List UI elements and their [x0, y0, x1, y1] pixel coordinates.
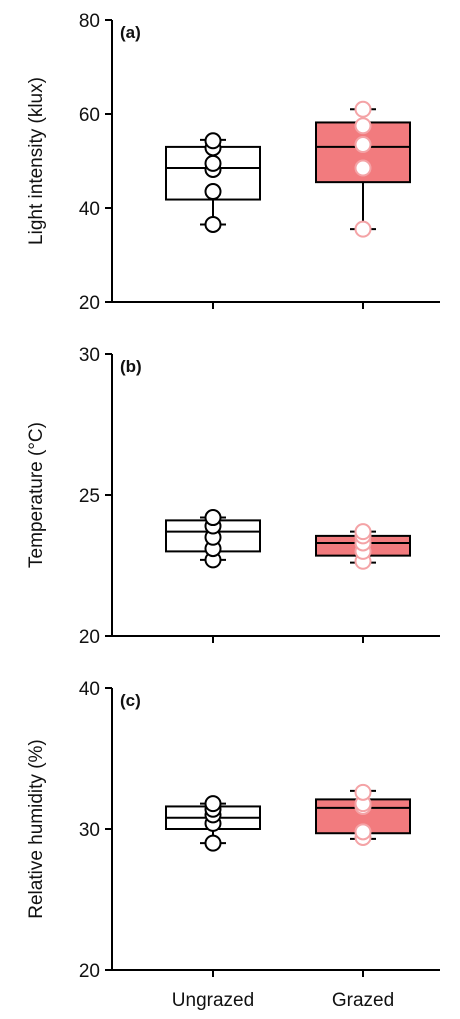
panels: 20 40 60 80 Light intensity (klux) (a) 20 25 30 T… — [26, 11, 440, 982]
data-point — [204, 154, 222, 172]
category-label-ungrazed: Ungrazed — [172, 990, 254, 1011]
data-point — [354, 783, 372, 801]
y-tick-label: 40 — [79, 199, 100, 220]
box-grazed — [315, 783, 411, 846]
y-tick-label: 80 — [79, 11, 100, 32]
y-tick-label: 20 — [79, 961, 100, 982]
y-tick-label: 20 — [79, 293, 100, 314]
panel-label: (a) — [120, 23, 141, 42]
data-point — [354, 159, 372, 177]
box-grazed — [315, 523, 411, 570]
panel-a: 20 40 60 80 Light intensity (klux) (a) — [26, 11, 440, 314]
data-point — [204, 795, 222, 813]
panel-label: (b) — [120, 357, 142, 376]
data-point — [204, 834, 222, 852]
y-tick-label: 25 — [79, 486, 100, 507]
data-point — [204, 132, 222, 150]
data-point — [354, 100, 372, 118]
box-ungrazed — [165, 509, 261, 569]
data-point — [204, 183, 222, 201]
panel-c: 20 30 40 Relative humidity (%) (c) — [26, 679, 440, 982]
data-point — [354, 136, 372, 154]
y-axis-title: Relative humidity (%) — [26, 739, 47, 919]
data-point — [354, 523, 372, 541]
box-grazed — [315, 100, 411, 238]
box-ungrazed — [165, 795, 261, 852]
y-axis-title: Temperature (°C) — [26, 422, 47, 568]
panel-label: (c) — [120, 691, 141, 710]
box-ungrazed — [165, 132, 261, 233]
panel-b: 20 25 30 Temperature (°C) (b) — [26, 345, 440, 648]
data-point — [204, 509, 222, 527]
data-point — [204, 215, 222, 233]
category-labels: Ungrazed Grazed — [172, 990, 394, 1011]
category-label-grazed: Grazed — [332, 990, 394, 1011]
y-tick-label: 20 — [79, 627, 100, 648]
data-point — [354, 823, 372, 841]
y-tick-label: 30 — [79, 820, 100, 841]
y-axis-title: Light intensity (klux) — [26, 77, 47, 245]
y-tick-label: 40 — [79, 679, 100, 700]
data-point — [354, 117, 372, 135]
y-tick-label: 60 — [79, 105, 100, 126]
data-point — [354, 220, 372, 238]
y-tick-label: 30 — [79, 345, 100, 366]
